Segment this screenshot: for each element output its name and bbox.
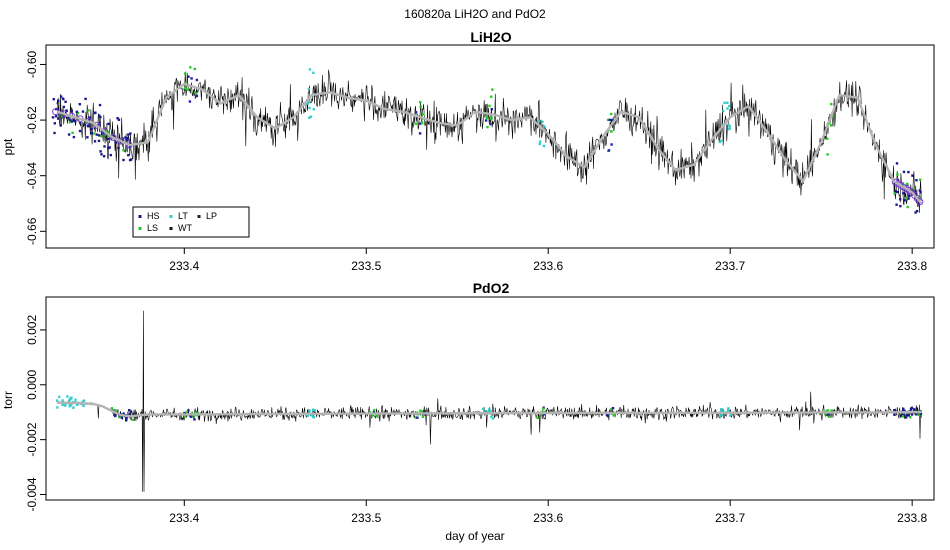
lih2o-y-tick-label: -0.66 — [25, 217, 39, 245]
x-axis-label: day of year — [445, 529, 504, 543]
pdo2-x-tick-label: 233.7 — [715, 511, 745, 525]
pdo2-y-tick-label: -0.002 — [25, 422, 39, 456]
legend-swatch-lt — [169, 215, 173, 218]
pdo2-ylabel: torr — [1, 391, 15, 409]
legend-swatch-wt — [169, 227, 173, 230]
pdo2-smoothed-line — [56, 401, 922, 418]
lih2o-y-tick-label: -0.62 — [25, 106, 39, 134]
pdo2-plot-frame — [45, 296, 935, 501]
pdo2-x-tick-label: 233.6 — [533, 511, 563, 525]
lih2o-x-tick-label: 233.5 — [351, 259, 381, 273]
pdo2-title: PdO2 — [473, 280, 510, 296]
legend-label-wt: WT — [178, 223, 192, 233]
legend-box — [132, 206, 250, 238]
lih2o-marker-cluster — [183, 66, 199, 103]
lih2o-axes: 233.4 233.5 233.6 233.7 233.8 -0.66 -0.64 -0.62… — [25, 51, 928, 273]
pdo2-x-tick-label: 233.4 — [169, 511, 199, 525]
lih2o-traces — [51, 66, 924, 214]
lih2o-marker-cluster — [305, 68, 315, 119]
legend-label-hs: HS — [147, 211, 160, 221]
lih2o-x-tick-label: 233.8 — [897, 259, 927, 273]
legend-swatch-lp — [197, 215, 201, 218]
lih2o-smoothed-line — [56, 82, 923, 205]
legend-swatch-hs — [138, 215, 142, 218]
pdo2-x-tick-label: 233.8 — [897, 511, 927, 525]
pdo2-y-tick-label: 0.002 — [25, 315, 39, 345]
pdo2-y-tick-label: 0.000 — [25, 369, 39, 399]
lih2o-raw-trace — [56, 69, 922, 213]
lih2o-marker-cluster — [51, 95, 133, 162]
lih2o-legend: HS LS LT WT LP — [132, 206, 250, 238]
lih2o-x-tick-label: 233.7 — [715, 259, 745, 273]
pdo2-traces — [55, 310, 923, 492]
lih2o-plot-frame — [45, 44, 935, 249]
legend-label-lt: LT — [178, 211, 188, 221]
pdo2-y-tick-label: -0.004 — [25, 477, 39, 511]
lih2o-x-tick-label: 233.6 — [533, 259, 563, 273]
legend-label-lp: LP — [206, 211, 217, 221]
legend-swatch-ls — [138, 227, 142, 230]
pdo2-panel: PdO2 233.4 233.5 233.6 233.7 233.8 -0.004 -0.0… — [1, 280, 935, 525]
lih2o-x-tick-label: 233.4 — [169, 259, 199, 273]
lih2o-panel: LiH2O 233.4 233.5 233.6 233.7 233.8 -0.66 -0.6… — [1, 29, 935, 273]
pdo2-x-tick-label: 233.5 — [351, 511, 381, 525]
legend-label-ls: LS — [147, 223, 158, 233]
pdo2-axes: 233.4 233.5 233.6 233.7 233.8 -0.004 -0.002 0.0… — [25, 315, 928, 525]
lih2o-title: LiH2O — [470, 29, 511, 45]
lih2o-marker-cluster — [606, 112, 614, 153]
lih2o-y-tick-label: -0.64 — [25, 162, 39, 190]
lih2o-marker-cluster — [484, 88, 494, 129]
lih2o-ylabel: ppt — [1, 138, 15, 155]
figure-title: 160820a LiH2O and PdO2 — [404, 7, 546, 21]
lih2o-marker-cluster — [891, 162, 924, 214]
pdo2-raw-trace — [56, 310, 922, 492]
lih2o-y-tick-label: -0.60 — [25, 51, 39, 79]
